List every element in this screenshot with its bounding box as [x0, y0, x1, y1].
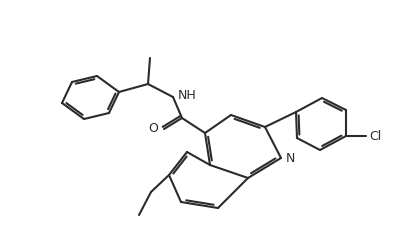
- Text: O: O: [148, 123, 158, 136]
- Text: NH: NH: [178, 88, 197, 102]
- Text: N: N: [286, 151, 296, 165]
- Text: Cl: Cl: [369, 129, 381, 143]
